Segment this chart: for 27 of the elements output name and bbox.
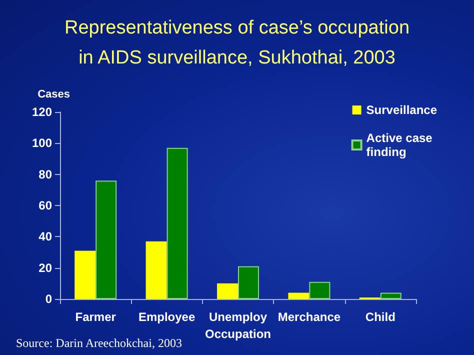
x-tick-label: Child <box>365 310 396 324</box>
chart-title: Representativeness of case’s occupation in AIDS surveillance, Sukhothai, 2003 <box>64 18 410 68</box>
y-tick-label: 40 <box>38 230 52 244</box>
x-tick-label: Unemploy <box>208 310 268 324</box>
bar <box>217 283 238 299</box>
y-axis-title: Cases <box>38 88 70 100</box>
legend-label: Surveillance <box>366 103 438 117</box>
y-tick-label: 60 <box>38 198 52 212</box>
x-tick-label: Farmer <box>75 310 116 324</box>
bar <box>238 266 259 299</box>
x-tick-label: Employee <box>138 310 196 324</box>
bar <box>146 241 167 299</box>
y-tick-label: 120 <box>32 105 52 119</box>
bar <box>96 180 117 299</box>
x-axis-title: Occupation <box>204 326 272 341</box>
y-tick-label: 0 <box>45 292 52 306</box>
bar <box>380 292 402 299</box>
bar <box>166 148 188 299</box>
x-tick-label: Merchance <box>278 310 341 324</box>
bar <box>309 282 330 299</box>
y-tick-label: 100 <box>32 136 52 150</box>
bar <box>288 292 310 299</box>
bar <box>74 250 96 299</box>
legend-label: Active case finding <box>366 131 433 159</box>
source-note: Source: Darin Areechokchai, 2003 <box>16 336 182 350</box>
y-tick-label: 20 <box>38 260 52 275</box>
y-tick-label: 80 <box>38 167 52 182</box>
